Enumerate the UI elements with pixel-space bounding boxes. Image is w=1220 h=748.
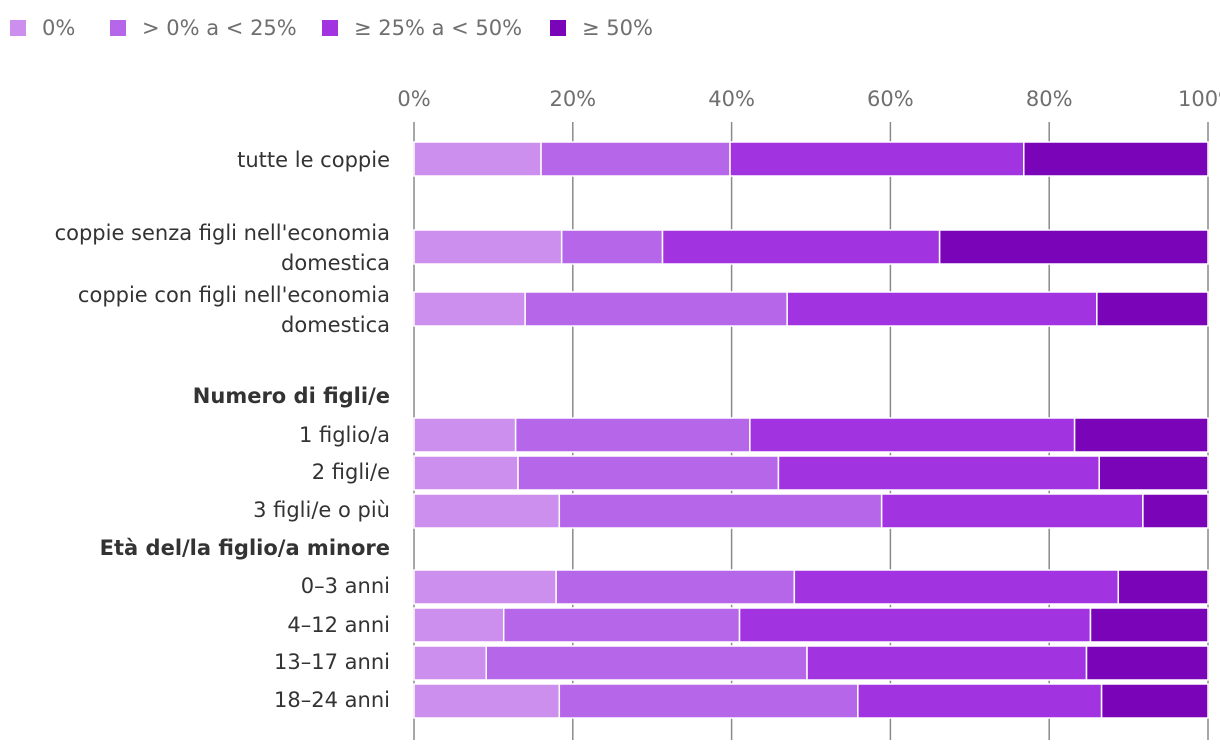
category-labels: tutte le coppie coppie senza figli nell'e… [55, 148, 390, 712]
bar-segment [777, 455, 1100, 491]
bar-segment [413, 645, 488, 681]
bar-segment [558, 683, 859, 719]
x-tick-label: 60% [867, 87, 914, 111]
category-label: 3 figli/e o più [253, 498, 390, 522]
bar-segment [880, 493, 1144, 529]
bar-segment [1142, 493, 1209, 529]
bar-segment [555, 569, 796, 605]
bar-segment [524, 291, 788, 327]
bar-segment [1117, 569, 1209, 605]
bar-segment [413, 229, 563, 265]
bar-segment [1100, 683, 1209, 719]
bar-segment [560, 229, 664, 265]
group-heading: Età del/la figlio/a minore [100, 536, 390, 560]
bar-segment [1085, 645, 1209, 681]
bar-segment [514, 417, 751, 453]
legend-swatch [322, 20, 338, 36]
category-label: 18–24 anni [274, 688, 390, 712]
bar-segment [1023, 141, 1209, 177]
category-label: domestica [281, 251, 390, 275]
x-tick-label: 40% [708, 87, 755, 111]
bar-segment [1098, 455, 1209, 491]
category-label: 2 figli/e [312, 460, 390, 484]
legend-label: 0% [42, 16, 75, 40]
legend-swatch [110, 20, 126, 36]
x-tick-label: 100% [1178, 87, 1220, 111]
bar-segment [1089, 607, 1209, 643]
bar-segment [413, 493, 561, 529]
bar-segment [413, 455, 519, 491]
bar-segment [502, 607, 741, 643]
bar-segment [485, 645, 808, 681]
category-label: 4–12 anni [287, 613, 390, 637]
x-tick-label: 80% [1026, 87, 1073, 111]
x-tick-label: 20% [549, 87, 596, 111]
legend-label: ≥ 50% [582, 16, 653, 40]
x-tick-label: 0% [397, 87, 430, 111]
legend-swatch [550, 20, 566, 36]
category-label: tutte le coppie [237, 148, 390, 172]
legend: 0% > 0% a < 25% ≥ 25% a < 50% ≥ 50% [10, 16, 653, 40]
bar-segment [1096, 291, 1209, 327]
category-label: coppie con figli nell'economia [78, 283, 390, 307]
bars [413, 141, 1209, 719]
bar-segment [413, 569, 557, 605]
bar-segment [729, 141, 1025, 177]
bar-segment [938, 229, 1209, 265]
group-heading: Numero di figli/e [193, 384, 390, 408]
category-label: coppie senza figli nell'economia [55, 221, 390, 245]
bar-segment [661, 229, 941, 265]
category-label: domestica [281, 313, 390, 337]
bar-segment [413, 607, 505, 643]
bar-segment [413, 417, 517, 453]
bar-segment [413, 141, 542, 177]
bar-segment [786, 291, 1098, 327]
category-label: 13–17 anni [274, 650, 390, 674]
bar-segment [558, 493, 883, 529]
bar-segment [806, 645, 1088, 681]
bar-segment [738, 607, 1092, 643]
bar-segment [540, 141, 731, 177]
bar-segment [517, 455, 780, 491]
category-label: 1 figlio/a [299, 423, 390, 447]
bar-segment [793, 569, 1120, 605]
legend-label: ≥ 25% a < 50% [354, 16, 522, 40]
legend-label: > 0% a < 25% [142, 16, 297, 40]
category-label: 0–3 anni [301, 574, 390, 598]
bar-segment [749, 417, 1076, 453]
bar-segment [1073, 417, 1209, 453]
bar-segment [413, 683, 561, 719]
bar-segment [413, 291, 526, 327]
x-axis-ticks: 0% 20% 40% 60% 80% 100% [397, 87, 1220, 111]
bar-segment [857, 683, 1103, 719]
legend-swatch [10, 20, 26, 36]
